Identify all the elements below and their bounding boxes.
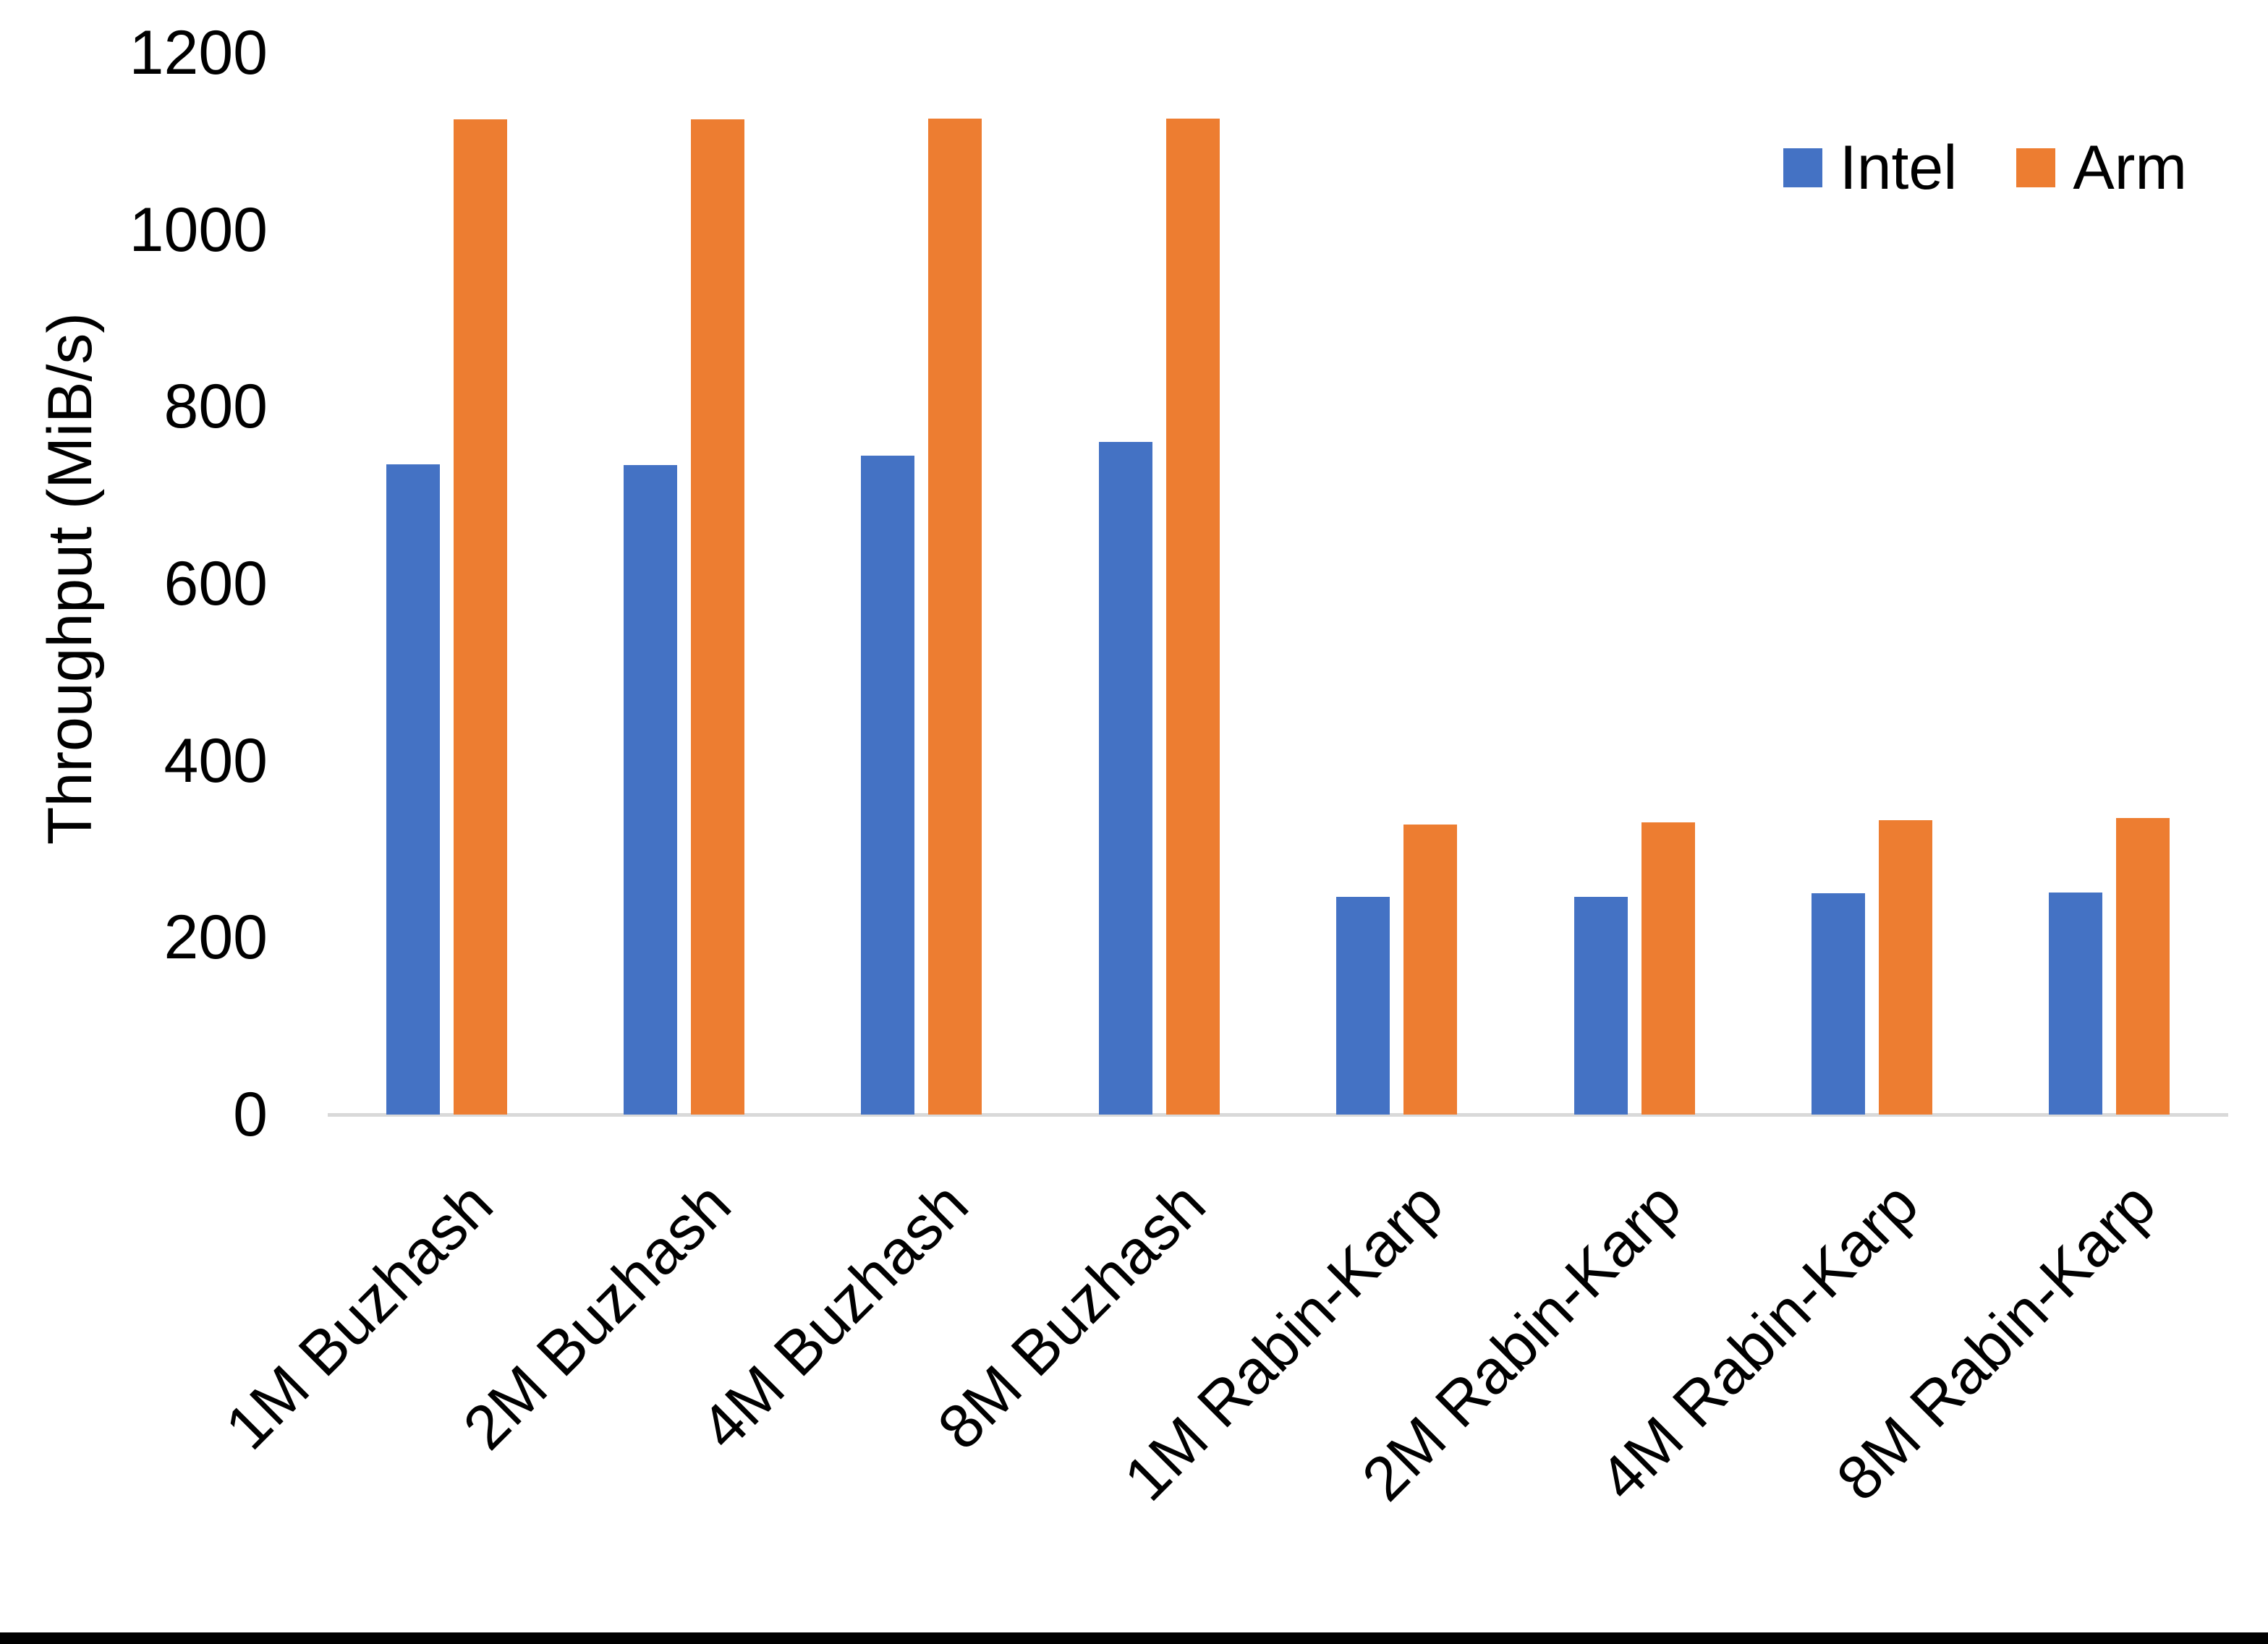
legend-item-arm: Arm xyxy=(2016,137,2187,199)
bar-arm-8m-buzhash xyxy=(1165,118,1220,1115)
bar-arm-2m-buzhash xyxy=(691,119,745,1115)
bar-intel-2m-buzhash xyxy=(624,465,678,1115)
legend-label-arm: Arm xyxy=(2073,133,2187,203)
y-axis-tick-label-600: 600 xyxy=(163,549,268,618)
y-axis-tick-label-1200: 1200 xyxy=(129,18,268,88)
y-axis-tick-label-0: 0 xyxy=(233,1080,268,1149)
bar-arm-1m-buzhash xyxy=(453,119,507,1115)
legend-marker-intel xyxy=(1783,148,1822,187)
y-axis-tick-label-1000: 1000 xyxy=(129,195,268,265)
y-axis-tick-label-800: 800 xyxy=(163,372,268,442)
y-axis-tick-label-400: 400 xyxy=(163,725,268,796)
bar-intel-8m-buzhash xyxy=(1098,442,1152,1115)
bottom-edge-bar xyxy=(0,1632,2268,1644)
bar-intel-2m-rabin-karp xyxy=(1573,897,1628,1115)
bar-intel-8m-rabin-karp xyxy=(2049,892,2103,1115)
x-axis-baseline xyxy=(328,1113,2228,1117)
bar-arm-2m-rabin-karp xyxy=(1641,822,1695,1115)
bar-intel-4m-buzhash xyxy=(861,455,915,1115)
bar-arm-4m-buzhash xyxy=(928,118,982,1115)
legend-label-intel: Intel xyxy=(1839,133,1958,203)
bar-arm-8m-rabin-karp xyxy=(2116,818,2170,1115)
bar-intel-1m-rabin-karp xyxy=(1336,897,1390,1115)
bar-intel-1m-buzhash xyxy=(386,464,440,1115)
legend-marker-arm xyxy=(2016,148,2056,187)
chart-legend: Intel Arm xyxy=(1783,137,2187,199)
bar-intel-4m-rabin-karp xyxy=(1811,893,1865,1115)
legend-item-intel: Intel xyxy=(1783,133,1958,203)
bar-arm-1m-rabin-karp xyxy=(1403,824,1458,1115)
bar-arm-4m-rabin-karp xyxy=(1878,819,1932,1115)
y-axis-tick-label-200: 200 xyxy=(163,903,268,973)
